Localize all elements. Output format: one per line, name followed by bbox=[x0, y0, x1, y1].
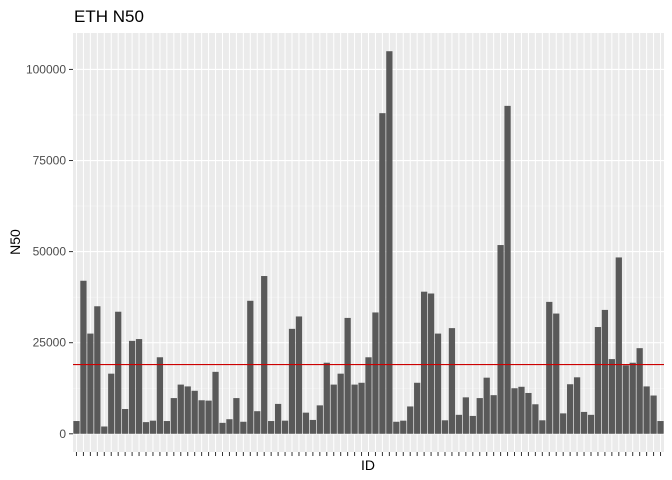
bar bbox=[351, 384, 358, 434]
bar bbox=[643, 386, 650, 434]
x-axis-label: ID bbox=[361, 457, 375, 473]
bar bbox=[511, 388, 518, 434]
bar bbox=[407, 406, 414, 434]
bar bbox=[504, 105, 511, 434]
bar bbox=[149, 420, 157, 434]
bar bbox=[455, 414, 463, 434]
bar bbox=[191, 390, 198, 434]
bar bbox=[177, 384, 184, 434]
bar bbox=[219, 422, 226, 434]
bar bbox=[539, 420, 546, 434]
bar bbox=[323, 362, 330, 434]
bar bbox=[553, 313, 560, 434]
bar bbox=[274, 403, 282, 434]
bar bbox=[233, 398, 240, 434]
bar bbox=[247, 300, 254, 434]
bar bbox=[94, 306, 101, 434]
bar bbox=[372, 312, 379, 434]
bar bbox=[532, 404, 539, 434]
bar bbox=[608, 359, 615, 434]
bar bbox=[615, 257, 622, 434]
chart-title: ETH N50 bbox=[74, 7, 144, 26]
bar bbox=[386, 51, 393, 434]
bar bbox=[142, 422, 150, 434]
bar bbox=[184, 386, 191, 434]
bar bbox=[462, 397, 469, 434]
bar bbox=[135, 339, 143, 434]
bar bbox=[254, 411, 261, 434]
bar bbox=[226, 419, 233, 434]
bar bbox=[302, 412, 310, 434]
bar bbox=[198, 400, 205, 434]
bar bbox=[344, 317, 351, 434]
bar bbox=[379, 113, 386, 434]
bar bbox=[441, 420, 449, 434]
bar bbox=[497, 245, 504, 434]
bar bbox=[400, 420, 407, 434]
y-axis-label: N50 bbox=[7, 229, 23, 255]
bar bbox=[427, 293, 435, 434]
bar bbox=[476, 398, 483, 434]
bar bbox=[567, 384, 574, 434]
bar bbox=[309, 419, 317, 434]
bar bbox=[420, 291, 428, 434]
bar bbox=[657, 421, 664, 434]
bar bbox=[448, 328, 456, 434]
bar bbox=[101, 426, 108, 434]
bar bbox=[587, 414, 595, 434]
bar bbox=[594, 327, 602, 434]
bar bbox=[601, 309, 609, 434]
bar bbox=[205, 400, 212, 434]
bar bbox=[240, 421, 247, 434]
bar bbox=[414, 382, 421, 434]
bar bbox=[580, 411, 588, 434]
bar bbox=[650, 395, 657, 434]
bar bbox=[525, 392, 532, 434]
bar bbox=[73, 421, 80, 434]
bar bbox=[261, 276, 268, 434]
bar bbox=[469, 415, 476, 434]
bar bbox=[518, 386, 525, 434]
bar bbox=[483, 377, 490, 434]
bar bbox=[268, 421, 275, 434]
bar bbox=[115, 311, 122, 434]
x-axis bbox=[75, 452, 662, 456]
bar bbox=[573, 377, 581, 434]
bar bbox=[128, 340, 136, 434]
bar bbox=[288, 328, 296, 434]
bar bbox=[163, 421, 170, 434]
bar bbox=[629, 362, 636, 434]
y-axis: 0 25000 50000 75000 100000 bbox=[26, 62, 73, 441]
bar bbox=[560, 413, 567, 434]
bar bbox=[434, 333, 442, 434]
bar bbox=[108, 373, 115, 434]
bar bbox=[358, 382, 365, 434]
bar bbox=[393, 421, 400, 434]
bar bbox=[212, 371, 219, 434]
bar bbox=[170, 398, 177, 434]
bar bbox=[622, 365, 629, 434]
y-tick-label: 50000 bbox=[33, 245, 67, 259]
bar bbox=[156, 357, 164, 434]
bar bbox=[295, 316, 303, 434]
bars bbox=[73, 51, 664, 434]
bar bbox=[490, 395, 497, 434]
bar bbox=[337, 373, 344, 434]
bar bbox=[546, 301, 553, 434]
bar bbox=[281, 420, 289, 434]
y-tick-label: 100000 bbox=[26, 62, 66, 76]
bar bbox=[316, 405, 323, 434]
bar bbox=[365, 357, 372, 434]
bar bbox=[80, 280, 87, 434]
bar bbox=[330, 384, 337, 434]
y-tick-label: 25000 bbox=[33, 336, 67, 350]
bar bbox=[122, 409, 129, 434]
y-tick-label: 75000 bbox=[33, 154, 67, 168]
bar bbox=[636, 348, 643, 434]
bar bbox=[87, 333, 94, 434]
y-tick-label: 0 bbox=[59, 427, 66, 441]
